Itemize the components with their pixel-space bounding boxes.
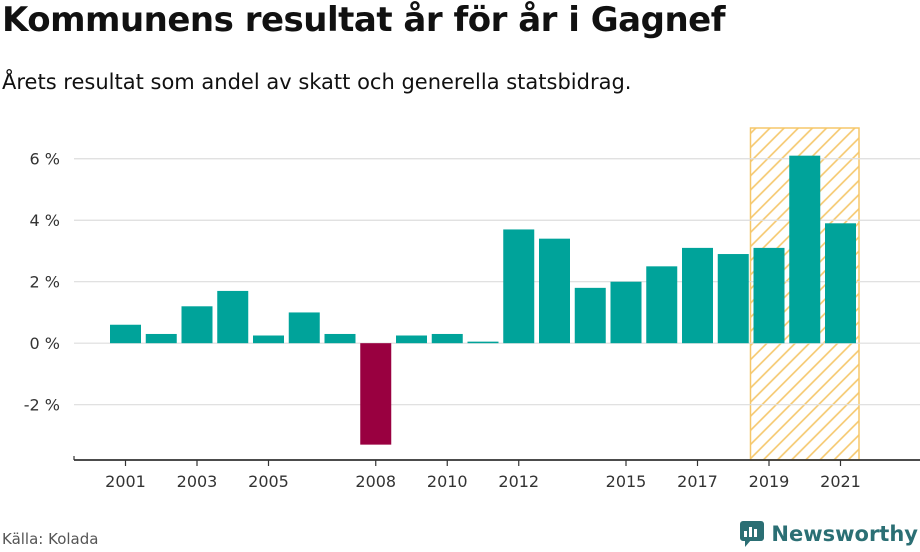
x-tick-label: 2017 (677, 472, 718, 491)
newsworthy-logo-icon (740, 521, 765, 547)
chart-subtitle: Årets resultat som andel av skatt och ge… (2, 70, 632, 94)
bar-2019 (753, 247, 785, 344)
y-tick-label: -2 % (24, 396, 60, 415)
bar-2010 (431, 333, 463, 344)
bar-2001 (110, 324, 141, 344)
bar-2013 (539, 238, 570, 344)
x-tick-label: 2008 (355, 472, 396, 491)
x-tick-label: 2019 (749, 472, 790, 491)
brand-name: Newsworthy (771, 522, 918, 546)
bar-2021 (825, 223, 856, 344)
bar-2002 (145, 333, 177, 344)
y-tick-label: 4 % (30, 211, 60, 230)
x-tick-label: 2001 (105, 472, 146, 491)
bar-2009 (396, 335, 427, 344)
chart-title: Kommunens resultat år för år i Gagnef (2, 0, 726, 40)
bar-2006 (288, 312, 320, 344)
bar-2015 (610, 281, 642, 344)
bar-2011 (467, 341, 499, 344)
bar-2014 (574, 287, 606, 344)
x-tick-label: 2005 (248, 472, 289, 491)
bar-2004 (217, 290, 249, 344)
bar-2017 (682, 247, 713, 344)
brand-logo[interactable]: Newsworthy (739, 520, 918, 548)
bar-2018 (717, 254, 749, 344)
y-tick-label: 6 % (30, 150, 60, 169)
source-note: Källa: Kolada (2, 530, 99, 548)
y-tick-label: 2 % (30, 273, 60, 292)
bar-2008 (360, 343, 392, 445)
x-tick-label: 2003 (177, 472, 218, 491)
bar-2020 (789, 155, 821, 344)
bar-2007 (324, 333, 356, 344)
bar-2012 (503, 229, 535, 344)
bar-2003 (181, 306, 213, 344)
x-tick-label: 2021 (820, 472, 861, 491)
bar-2016 (646, 266, 678, 344)
x-tick-label: 2015 (606, 472, 647, 491)
bar-2005 (253, 335, 284, 344)
x-tick-label: 2010 (427, 472, 468, 491)
x-tick-label: 2012 (498, 472, 539, 491)
y-tick-label: 0 % (30, 334, 60, 353)
